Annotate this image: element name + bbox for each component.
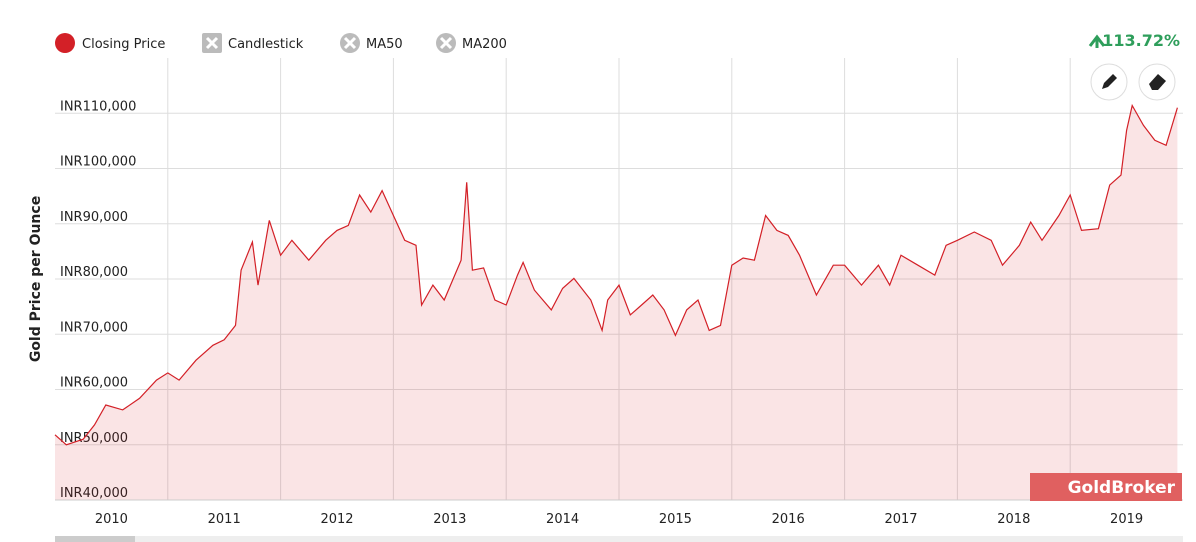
scroll-thumb[interactable]: [55, 536, 135, 542]
y-tick-label: INR40,000: [60, 486, 128, 501]
x-tick-label: 2011: [208, 512, 241, 527]
eraser-icon: [1149, 74, 1166, 90]
legend-label[interactable]: Candlestick: [228, 37, 304, 52]
pencil-icon: [1102, 74, 1117, 89]
y-tick-label: INR50,000: [60, 431, 128, 446]
y-axis-title: Gold Price per Ounce: [28, 196, 44, 362]
area-fill: [55, 105, 1178, 500]
plot-area: INR40,000 INR50,000 INR60,000 INR70,000 INR8…: [54, 58, 1183, 527]
legend-label[interactable]: MA50: [366, 37, 403, 52]
x-tick-label: 2017: [884, 512, 917, 527]
y-tick-label: INR90,000: [60, 210, 128, 225]
up-arrow: [1088, 34, 1106, 48]
change-label: 113.72%: [1102, 31, 1180, 50]
y-tick-label: INR110,000: [60, 99, 136, 114]
legend-label[interactable]: Closing Price: [82, 37, 165, 52]
y-tick-label: INR70,000: [60, 320, 128, 335]
legend-disabled-cross: [439, 36, 453, 50]
x-tick-label: 2019: [1110, 512, 1143, 527]
y-tick-label: INR100,000: [60, 155, 136, 170]
x-tick-label: 2012: [320, 512, 353, 527]
x-tick-label: 2010: [95, 512, 128, 527]
x-tick-label: 2018: [997, 512, 1030, 527]
x-tick-label: 2015: [659, 512, 692, 527]
watermark: GoldBroker: [1068, 478, 1176, 498]
legend-label[interactable]: MA200: [462, 37, 507, 52]
watermark-box: [1030, 473, 1182, 501]
x-tick-label: 2014: [546, 512, 579, 527]
inactive-legend: Candlestick MA50 MA200: [202, 33, 507, 53]
x-tick-label: 2016: [772, 512, 805, 527]
scrollbar: [55, 536, 1183, 542]
y-tick-label: INR60,000: [60, 376, 128, 391]
x-tick-label: 2013: [433, 512, 466, 527]
price-line: [54, 103, 1178, 446]
legend-swatch[interactable]: [55, 33, 75, 53]
legend: Closing Price: [55, 33, 165, 53]
legend-disabled-cross: [343, 36, 357, 50]
y-tick-label: INR80,000: [60, 265, 128, 280]
legend-disabled-cross: [205, 36, 219, 50]
